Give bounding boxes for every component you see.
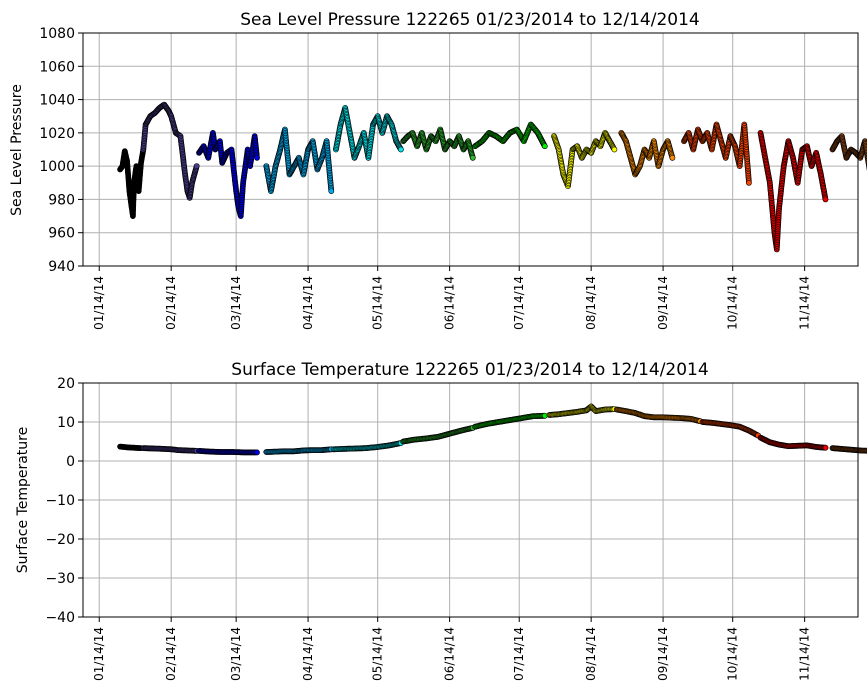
x-tick-label: 06/14/14 xyxy=(443,276,457,330)
y-tick-label: 1020 xyxy=(39,126,75,142)
x-tick-label: 05/14/14 xyxy=(371,276,385,330)
surface-temperature-chart: Surface Temperature 122265 01/23/2014 to… xyxy=(15,360,867,681)
sea-level-pressure-chart: Sea Level Pressure 122265 01/23/2014 to … xyxy=(9,10,867,330)
data-point xyxy=(193,163,200,169)
y-tick-label: −20 xyxy=(45,532,75,548)
series-jan xyxy=(117,443,144,451)
x-tick-label: 03/14/14 xyxy=(229,276,243,330)
series-jun xyxy=(400,424,476,445)
series-feb xyxy=(140,445,200,454)
data-point xyxy=(611,146,618,153)
series-may xyxy=(330,440,404,453)
series-jun xyxy=(400,126,476,161)
x-tick-label: 10/14/14 xyxy=(726,627,740,681)
x-tick-label: 10/14/14 xyxy=(726,276,740,330)
series-oct xyxy=(699,419,762,439)
x-tick-label: 08/14/14 xyxy=(584,627,598,681)
y-tick-label: 940 xyxy=(48,259,75,275)
series-aug xyxy=(546,403,618,418)
y-tick-label: 1080 xyxy=(39,26,75,42)
series-apr xyxy=(263,446,335,455)
grid-lines xyxy=(83,32,858,267)
x-tick-label: 08/14/14 xyxy=(584,276,598,330)
series-jul xyxy=(472,121,548,150)
series-sep xyxy=(618,129,676,178)
chart-title: Surface Temperature 122265 01/23/2014 to… xyxy=(231,360,708,380)
y-axis-label: Sea Level Pressure xyxy=(9,84,25,216)
series-jul xyxy=(472,412,548,430)
x-tick-label: 07/14/14 xyxy=(512,627,526,681)
data-point xyxy=(822,196,829,203)
x-tick-label: 06/14/14 xyxy=(443,627,457,681)
x-tick-label: 02/14/14 xyxy=(164,276,178,330)
x-tick-label: 11/14/14 xyxy=(798,627,812,681)
data-point xyxy=(822,444,829,451)
x-tick-label: 04/14/14 xyxy=(301,276,315,330)
data-point xyxy=(254,449,260,456)
series-nov xyxy=(757,434,829,451)
data-point xyxy=(254,154,260,161)
plot-frame xyxy=(82,32,859,267)
y-tick-label: 980 xyxy=(48,192,75,208)
x-tick-label: 05/14/14 xyxy=(371,627,385,681)
y-axis-label: Surface Temperature xyxy=(15,427,31,573)
series-jan xyxy=(117,146,147,219)
data-point xyxy=(541,143,548,150)
y-tick-label: 1040 xyxy=(39,93,75,109)
y-tick-label: 10 xyxy=(57,415,75,431)
series-may xyxy=(332,105,404,161)
y-tick-label: 960 xyxy=(48,226,75,242)
y-tick-label: 0 xyxy=(66,454,75,470)
series-mar xyxy=(196,129,260,219)
y-tick-label: 1060 xyxy=(39,59,75,75)
x-tick-label: 11/14/14 xyxy=(798,276,812,330)
y-ticks: 940 960 980 1000 1020 1040 1060 1080 xyxy=(39,26,83,275)
y-tick-label: 20 xyxy=(57,376,75,392)
series-sep xyxy=(613,406,704,425)
series-apr xyxy=(263,126,335,194)
x-tick-label: 03/14/14 xyxy=(229,627,243,681)
x-tick-label: 02/14/14 xyxy=(164,627,178,681)
x-ticks: 01/14/14 02/14/14 03/14/14 04/14/14 05/14/14… xyxy=(92,617,812,681)
grid-lines xyxy=(83,382,858,618)
data-points xyxy=(117,101,867,253)
x-tick-label: 09/14/14 xyxy=(656,276,670,330)
x-tick-label: 01/14/14 xyxy=(92,276,106,330)
data-point xyxy=(746,179,752,186)
series-mar xyxy=(196,447,260,456)
x-tick-label: 09/14/14 xyxy=(656,627,670,681)
x-ticks: 01/14/14 02/14/14 03/14/14 04/14/14 05/14/14… xyxy=(92,266,812,330)
chart-title: Sea Level Pressure 122265 01/23/2014 to … xyxy=(240,10,699,30)
series-dec xyxy=(829,445,867,454)
y-ticks: −40 −30 −20 −10 0 10 20 xyxy=(45,376,83,626)
y-tick-label: 1000 xyxy=(39,159,75,175)
x-tick-label: 04/14/14 xyxy=(301,627,315,681)
data-point xyxy=(469,154,476,161)
series-aug xyxy=(551,129,618,189)
series-nov xyxy=(757,129,829,253)
data-point xyxy=(328,188,335,194)
y-tick-label: −30 xyxy=(45,571,75,587)
y-tick-label: −10 xyxy=(45,493,75,509)
y-tick-label: −40 xyxy=(45,610,75,626)
series-feb xyxy=(140,101,200,201)
series-dec xyxy=(829,133,867,171)
x-tick-label: 07/14/14 xyxy=(512,276,526,330)
series-oct xyxy=(681,121,752,186)
data-points xyxy=(117,403,867,456)
x-tick-label: 01/14/14 xyxy=(92,627,106,681)
data-point xyxy=(669,154,676,161)
data-point xyxy=(397,146,404,153)
